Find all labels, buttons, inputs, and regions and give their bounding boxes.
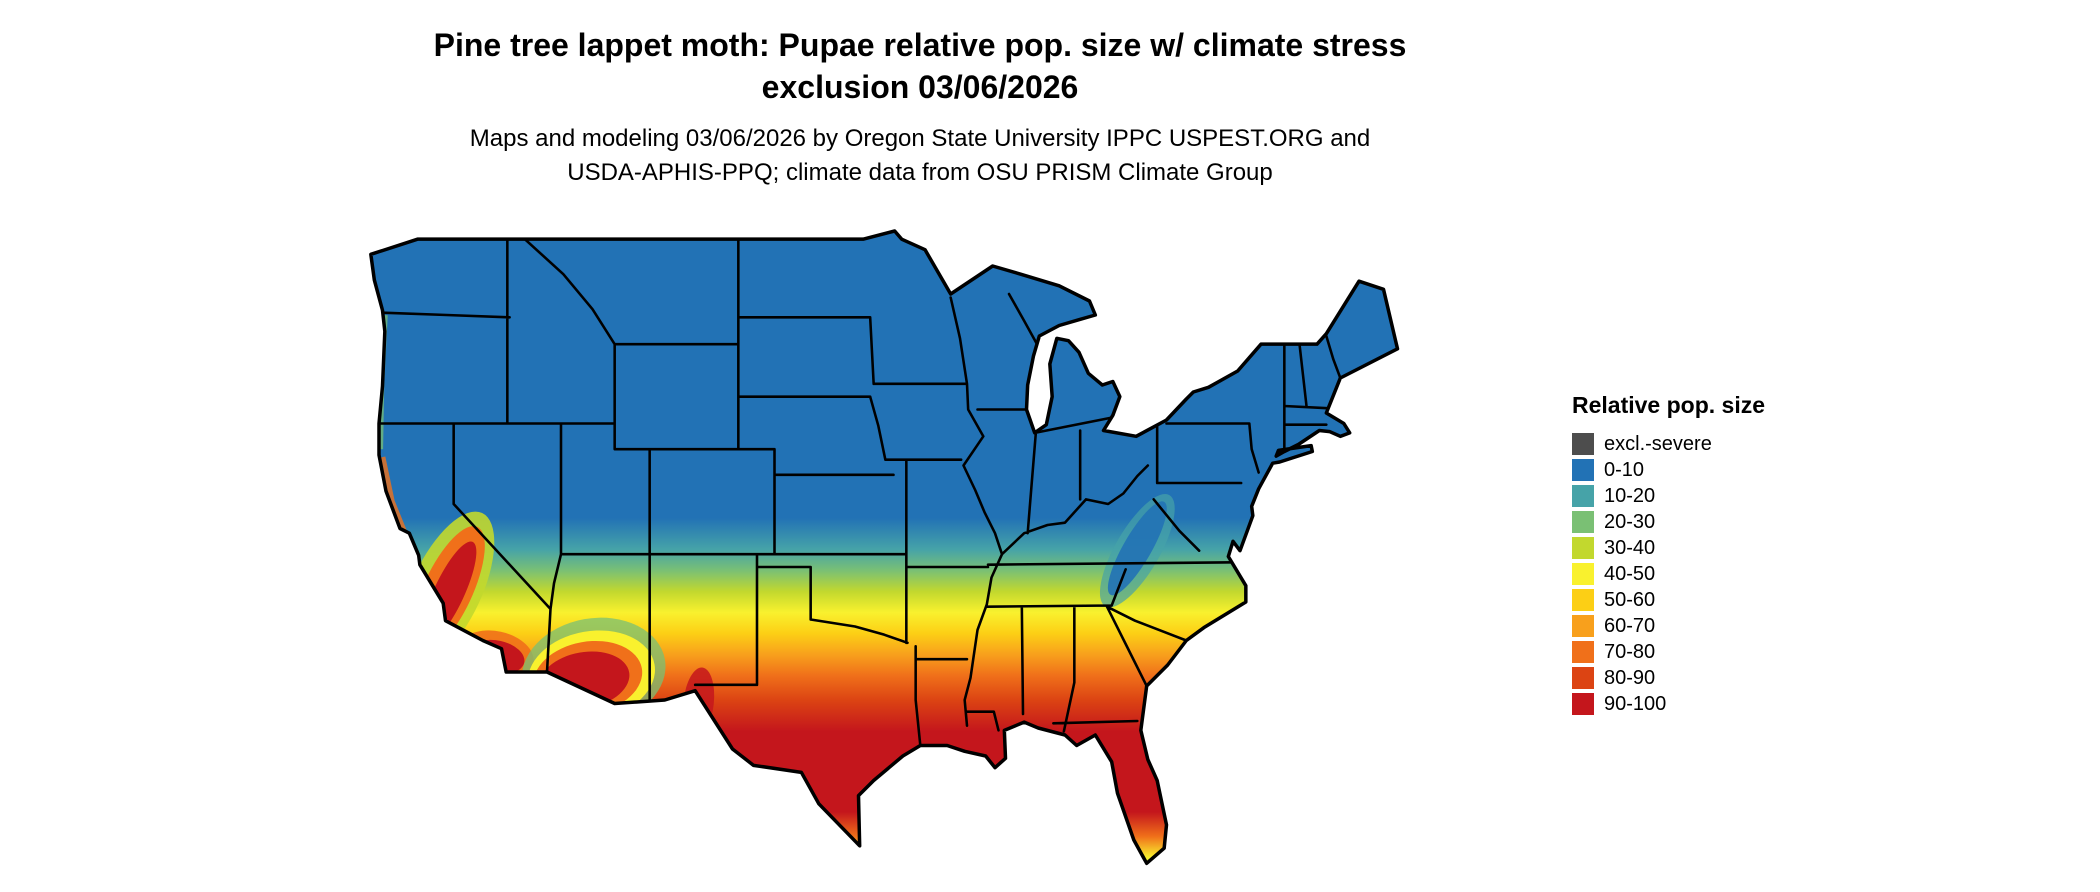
state-borders-layer	[377, 237, 1342, 747]
legend-item: excl.-severe	[1572, 431, 1765, 457]
legend-swatch-60-70	[1572, 615, 1594, 637]
subtitle-line-1: Maps and modeling 03/06/2026 by Oregon S…	[469, 125, 1371, 152]
legend-item: 50-60	[1572, 587, 1765, 613]
legend-item: 40-50	[1572, 561, 1765, 587]
us-map	[295, 210, 1415, 892]
legend-swatch-30-40	[1572, 537, 1594, 559]
legend-label: 20-30	[1604, 510, 1656, 533]
legend-label: 0-10	[1604, 458, 1645, 481]
legend-swatch-0-10	[1572, 459, 1594, 481]
legend-swatch-70-80	[1572, 641, 1594, 663]
legend-label: 70-80	[1604, 640, 1656, 663]
legend-item: 70-80	[1572, 639, 1765, 665]
legend-item: 80-90	[1572, 665, 1765, 691]
legend-item: 10-20	[1572, 483, 1765, 509]
subtitle-line-2: USDA-APHIS-PPQ; climate data from OSU PR…	[567, 159, 1273, 186]
legend-swatch-50-60	[1572, 589, 1594, 611]
legend-swatch-40-50	[1572, 563, 1594, 585]
legend-label: 30-40	[1604, 536, 1656, 559]
map-legend: Relative pop. size excl.-severe 0-10 10-…	[1572, 392, 1765, 717]
figure-subtitle: Maps and modeling 03/06/2026 by Oregon S…	[0, 122, 1840, 190]
legend-swatch-80-90	[1572, 667, 1594, 689]
us-map-svg	[369, 229, 1400, 866]
figure-header: Pine tree lappet moth: Pupae relative po…	[0, 24, 1840, 190]
legend-item: 30-40	[1572, 535, 1765, 561]
legend-label: 80-90	[1604, 666, 1656, 689]
legend-item: 90-100	[1572, 691, 1765, 717]
page-title-line-1: Pine tree lappet moth: Pupae relative po…	[433, 27, 1407, 63]
legend-label: 10-20	[1604, 484, 1656, 507]
legend-swatch-20-30	[1572, 511, 1594, 533]
us-outline	[369, 229, 1400, 866]
legend-item: 0-10	[1572, 457, 1765, 483]
appalachia-blue-core	[1107, 501, 1167, 596]
population-raster-base	[370, 231, 1398, 864]
legend-item: 20-30	[1572, 509, 1765, 535]
page-title-line-2: exclusion 03/06/2026	[761, 69, 1079, 105]
legend-label: excl.-severe	[1604, 432, 1712, 455]
legend-swatch-90-100	[1572, 693, 1594, 715]
legend-label: 90-100	[1604, 692, 1667, 715]
legend-swatch-excl-severe	[1572, 433, 1594, 455]
legend-label: 40-50	[1604, 562, 1656, 585]
legend-label: 50-60	[1604, 588, 1656, 611]
legend-title: Relative pop. size	[1572, 392, 1766, 418]
legend-item: 60-70	[1572, 613, 1765, 639]
legend-swatch-10-20	[1572, 485, 1594, 507]
legend-label: 60-70	[1604, 614, 1656, 637]
